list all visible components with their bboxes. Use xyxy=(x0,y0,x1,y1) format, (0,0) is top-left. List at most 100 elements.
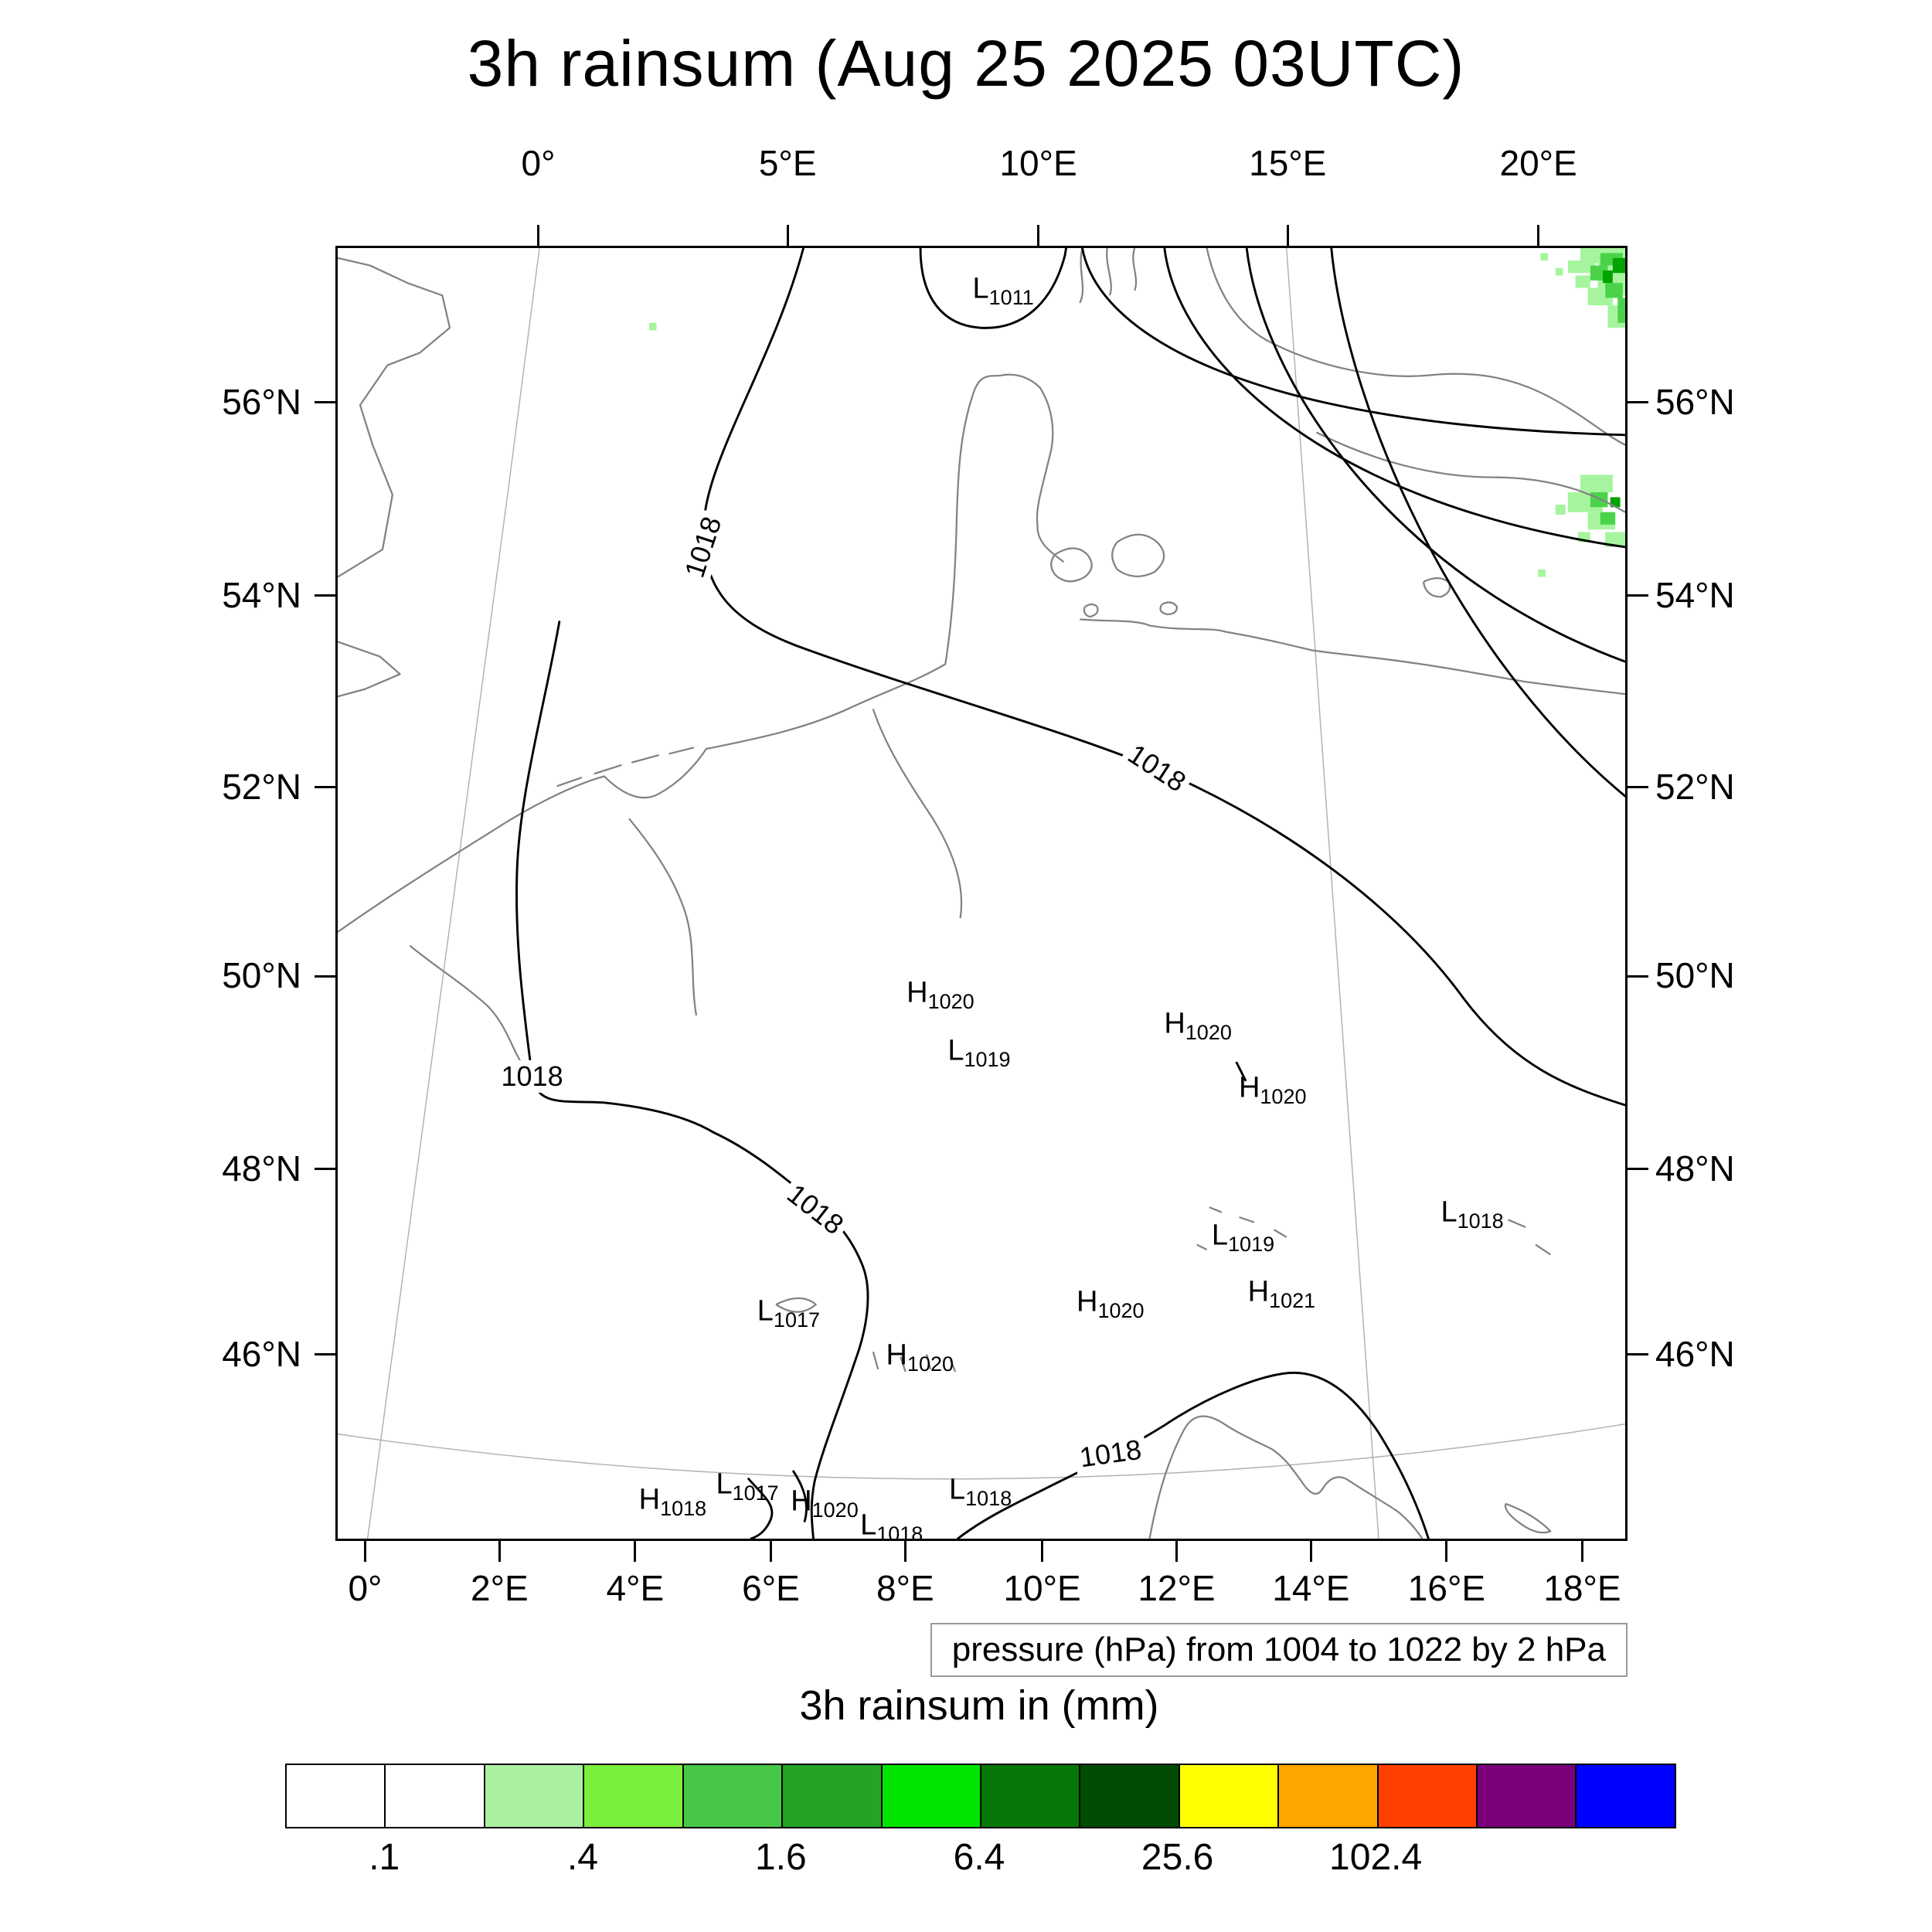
axis-tick xyxy=(1628,594,1648,597)
parallel-45N xyxy=(338,1423,1625,1480)
pressure-center-letter: L xyxy=(947,1034,964,1067)
coast-norway-fjords xyxy=(1079,248,1138,304)
pressure-center-letter: H xyxy=(1164,1006,1185,1039)
pressure-center-value: 1019 xyxy=(964,1047,1011,1071)
axis-tick xyxy=(634,1541,637,1562)
pressure-center-h1020: H1020 xyxy=(791,1485,859,1522)
lon-label-bottom: 16°E xyxy=(1407,1568,1486,1608)
axis-tick xyxy=(537,225,539,246)
isobar-label: 1018 xyxy=(777,1175,854,1245)
isobar-1018-south xyxy=(956,1372,1430,1539)
rain-pixel xyxy=(1617,298,1625,323)
pressure-center-value: 1018 xyxy=(660,1496,707,1520)
lon-label-bottom: 12°E xyxy=(1138,1568,1216,1608)
axis-tick xyxy=(1445,1541,1448,1562)
pressure-center-letter: L xyxy=(716,1468,733,1501)
pressure-center-l1018: L1018 xyxy=(949,1473,1012,1511)
lon-label-top: 0° xyxy=(521,143,556,183)
colorbar-segment xyxy=(1277,1765,1377,1827)
pressure-center-value: 1020 xyxy=(1185,1020,1232,1044)
lat-label-left: 50°N xyxy=(222,955,301,996)
pressure-center-letter: H xyxy=(906,975,928,1009)
pressure-center-h1020: H1020 xyxy=(906,976,975,1014)
axis-tick xyxy=(1580,1541,1583,1562)
lon-label-bottom: 18°E xyxy=(1543,1568,1621,1608)
axis-tick xyxy=(315,1353,335,1356)
isobar-ne-3 xyxy=(1245,248,1625,663)
axis-tick xyxy=(1628,975,1648,978)
pressure-center-letter: L xyxy=(1211,1218,1229,1251)
pressure-center-letter: H xyxy=(1238,1071,1260,1104)
rain-pixel xyxy=(1575,275,1590,288)
island-croatia xyxy=(1504,1502,1552,1534)
pressure-center-letter: H xyxy=(638,1483,661,1516)
colorbar-segment xyxy=(1376,1765,1477,1827)
axis-tick xyxy=(315,975,335,978)
rain-pixel xyxy=(1538,569,1546,577)
rain-pixel xyxy=(1555,267,1563,276)
axis-tick xyxy=(1037,225,1040,246)
colorbar-segment xyxy=(1476,1765,1576,1827)
colorbar-tick-label: .1 xyxy=(369,1837,400,1878)
meridian-0E xyxy=(366,248,540,1539)
coast-adriatic xyxy=(1148,1415,1423,1539)
coast-britain xyxy=(338,257,451,578)
colorbar-title: 3h rainsum in (mm) xyxy=(799,1682,1159,1729)
colorbar-tick-label: 6.4 xyxy=(953,1837,1005,1878)
axis-tick xyxy=(1286,225,1289,246)
pressure-center-h1021: H1021 xyxy=(1248,1275,1316,1313)
pressure-center-value: 1017 xyxy=(773,1308,821,1332)
coast-sweden-south xyxy=(1315,431,1625,513)
pressure-center-value: 1018 xyxy=(1457,1209,1504,1233)
pressure-center-letter: L xyxy=(757,1294,774,1328)
rain-pixel xyxy=(1567,260,1596,274)
pressure-center-value: 1021 xyxy=(1269,1288,1316,1312)
axis-tick xyxy=(1628,401,1648,404)
axis-tick xyxy=(786,225,789,246)
pressure-center-letter: L xyxy=(972,272,989,305)
pressure-center-value: 1020 xyxy=(927,989,975,1013)
isobar-fragment-3 xyxy=(1235,1061,1247,1082)
colorbar-segment xyxy=(483,1765,583,1827)
meridian-15E xyxy=(1286,248,1379,1539)
isobar-ne-1 xyxy=(1081,248,1625,437)
isobar-fragment-1 xyxy=(747,1478,774,1539)
axis-tick xyxy=(769,1541,772,1562)
axis-tick xyxy=(1041,1541,1044,1562)
rain-pixel xyxy=(1605,283,1623,298)
colorbar-segment xyxy=(1575,1765,1675,1827)
pressure-center-l1018: L1018 xyxy=(1440,1196,1503,1233)
lat-label-left: 54°N xyxy=(222,574,301,615)
lat-label-left: 56°N xyxy=(222,381,301,422)
map-svg xyxy=(338,248,1625,1539)
pressure-center-letter: L xyxy=(949,1472,966,1505)
island-small-2 xyxy=(1159,601,1179,616)
axis-tick xyxy=(498,1541,501,1562)
pressure-center-value: 1018 xyxy=(876,1522,923,1541)
colorbar-segment xyxy=(583,1765,682,1827)
pressure-legend-note: pressure (hPa) from 1004 to 1022 by 2 hP… xyxy=(930,1623,1628,1677)
pressure-center-l1018: L1018 xyxy=(860,1509,923,1541)
page-title: 3h rainsum (Aug 25 2025 03UTC) xyxy=(467,27,1465,100)
isobar-ne-2 xyxy=(1163,248,1625,549)
isobar-label: 1018 xyxy=(496,1060,568,1094)
axis-tick xyxy=(1628,786,1648,789)
lat-label-right: 48°N xyxy=(1655,1148,1735,1189)
lon-label-bottom: 0° xyxy=(348,1568,383,1608)
isobar-L1011-loop xyxy=(919,248,1068,329)
pressure-center-letter: L xyxy=(860,1509,877,1541)
rain-pixel xyxy=(1605,532,1625,547)
isobar-fragment-2 xyxy=(792,1470,808,1522)
colorbar-tick-label: 1.6 xyxy=(754,1837,807,1878)
pressure-center-h1018: H1018 xyxy=(639,1483,707,1521)
weather-map: L1011 H1020 L1019 H1020 H1020 L1018 L1019 H1021… xyxy=(335,246,1628,1541)
rain-pixel xyxy=(1555,505,1566,515)
isobar-1018-west xyxy=(515,621,869,1539)
isobar-1018-main xyxy=(702,248,1625,1107)
rain-pixel xyxy=(1540,253,1549,261)
island-zealand xyxy=(1111,533,1165,577)
colorbar-tick-label: .4 xyxy=(566,1837,598,1878)
river-elbe xyxy=(872,709,963,919)
pressure-center-letter: H xyxy=(886,1338,907,1372)
